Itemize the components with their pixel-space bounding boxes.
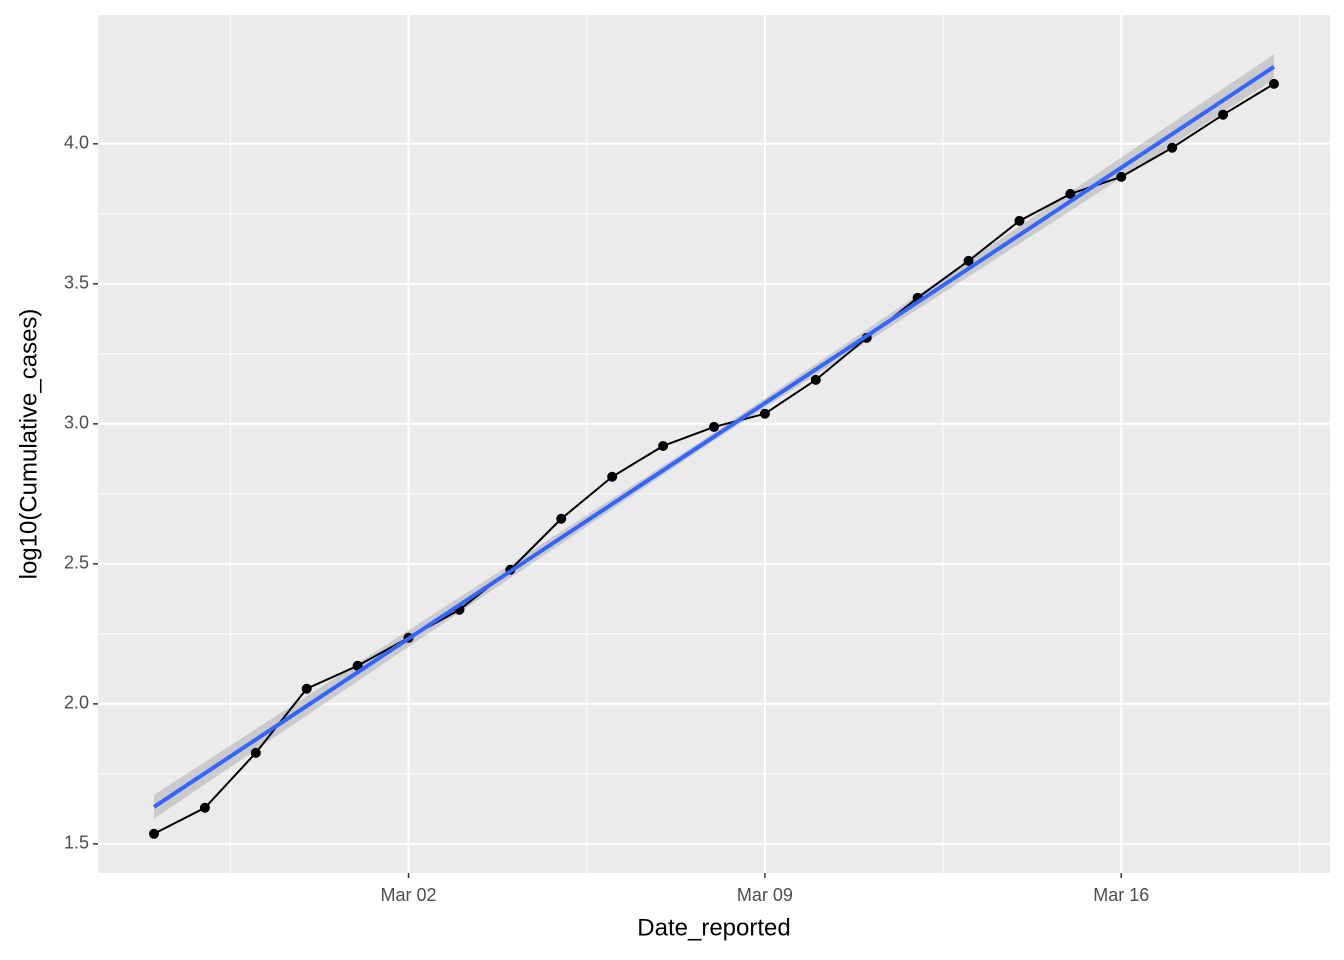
data-point bbox=[759, 408, 770, 419]
y-tick-label: 1.5 bbox=[64, 833, 89, 853]
y-tick-label: 4.0 bbox=[64, 133, 89, 153]
data-point bbox=[658, 440, 669, 451]
y-tick-label: 2.0 bbox=[64, 693, 89, 713]
data-point bbox=[810, 374, 821, 385]
y-tick-label: 3.0 bbox=[64, 413, 89, 433]
data-point bbox=[1065, 188, 1076, 199]
y-tick-label: 2.5 bbox=[64, 553, 89, 573]
data-point bbox=[301, 683, 312, 694]
x-tick-label: Mar 02 bbox=[381, 885, 437, 905]
data-point bbox=[1116, 171, 1127, 182]
data-point bbox=[963, 255, 974, 266]
x-tick-label: Mar 16 bbox=[1093, 885, 1149, 905]
trend-line bbox=[152, 65, 1276, 809]
x-axis-title: Date_reported bbox=[637, 914, 790, 941]
data-point bbox=[199, 802, 210, 813]
y-tick-label: 3.5 bbox=[64, 273, 89, 293]
data-point bbox=[1014, 215, 1025, 226]
data-point bbox=[250, 747, 261, 758]
x-tick-label: Mar 09 bbox=[737, 885, 793, 905]
data-point bbox=[1218, 109, 1229, 120]
y-axis-title: log10(Cumulative_cases) bbox=[15, 309, 42, 580]
data-point bbox=[1269, 78, 1279, 89]
data-point bbox=[607, 471, 618, 482]
panel bbox=[98, 15, 1330, 873]
data-point bbox=[1167, 142, 1178, 153]
data-point bbox=[556, 513, 567, 524]
data-point bbox=[149, 828, 159, 839]
data-point bbox=[709, 421, 719, 432]
